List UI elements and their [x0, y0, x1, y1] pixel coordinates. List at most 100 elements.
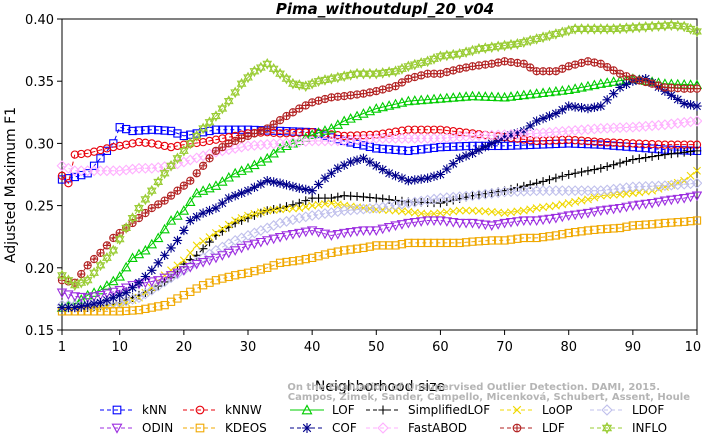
- point-inflo: [300, 80, 311, 92]
- point-inflo: [666, 19, 677, 32]
- point-kdeos: [538, 232, 548, 242]
- point-simplifiedlof: [205, 237, 214, 247]
- point-cof: [506, 130, 516, 140]
- point-simplifiedlof: [570, 168, 580, 178]
- point-odin: [550, 213, 562, 224]
- point-cof: [333, 163, 343, 173]
- point-kdeos: [487, 236, 496, 245]
- point-cof: [454, 153, 465, 164]
- legend-label-simplifiedlof: SimplifiedLOF: [408, 403, 490, 417]
- point-loop: [224, 220, 233, 229]
- point-ldof: [409, 196, 421, 208]
- point-loop: [539, 203, 548, 212]
- point-lof: [82, 289, 93, 300]
- point-cof: [63, 302, 74, 313]
- point-cof: [140, 271, 151, 282]
- point-simplifiedlof: [538, 177, 548, 186]
- y-axis: 0.15 0.20 0.25 0.30 0.35 0.40: [25, 13, 62, 339]
- point-kdeos: [628, 221, 638, 230]
- point-knn: [519, 140, 528, 150]
- point-cof: [358, 153, 369, 164]
- point-knnw: [154, 140, 163, 149]
- point-ldof: [127, 293, 139, 305]
- point-ldof: [415, 195, 427, 207]
- point-lof: [204, 182, 215, 193]
- point-knnw: [359, 131, 368, 140]
- point-knn: [558, 139, 567, 148]
- point-knn: [417, 145, 426, 154]
- series-layer: [56, 19, 702, 316]
- point-inflo: [69, 279, 80, 292]
- point-lof: [415, 94, 427, 105]
- point-knn: [141, 125, 150, 135]
- point-kdeos: [154, 302, 163, 311]
- point-odin: [358, 226, 369, 236]
- series-kdeos: [57, 216, 702, 316]
- point-knn: [147, 125, 156, 134]
- point-kdeos: [282, 257, 291, 267]
- point-lof: [262, 152, 273, 163]
- point-cof: [596, 101, 606, 111]
- point-cof: [82, 300, 93, 310]
- legend-label-lof: LOF: [332, 403, 355, 417]
- point-knnw: [141, 138, 150, 147]
- point-loop: [269, 205, 278, 214]
- point-knn: [352, 139, 362, 149]
- point-simplifiedlof: [525, 180, 535, 190]
- point-loop: [263, 206, 272, 215]
- point-odin: [460, 218, 472, 229]
- point-ldf: [147, 203, 156, 213]
- point-loop: [449, 207, 458, 216]
- point-odin: [467, 218, 478, 229]
- point-odin: [672, 194, 684, 205]
- series-line-loop: [62, 170, 698, 309]
- point-simplifiedlof: [654, 151, 663, 160]
- series-inflo: [57, 19, 702, 292]
- point-knn: [102, 146, 112, 156]
- point-kdeos: [436, 238, 445, 248]
- point-cof: [352, 155, 362, 165]
- point-odin: [185, 263, 196, 273]
- x-axis: 1 10 20 30 40 50 60 70 80 90 100: [58, 330, 702, 355]
- point-simplifiedlof: [679, 148, 689, 157]
- y-axis-label: Adjusted Maximum F1: [3, 107, 19, 263]
- point-lof: [467, 90, 478, 101]
- point-lof: [428, 93, 440, 104]
- point-cof: [76, 301, 86, 312]
- point-knn: [526, 140, 535, 150]
- point-ldof: [402, 197, 414, 209]
- point-odin: [294, 228, 305, 239]
- point-loop: [481, 207, 490, 216]
- point-kdeos: [333, 247, 342, 256]
- point-ldf: [583, 57, 593, 66]
- point-odin: [287, 230, 299, 240]
- point-cof: [673, 94, 683, 105]
- point-odin: [146, 277, 158, 287]
- point-odin: [666, 195, 677, 206]
- y-tick-label: 0.15: [25, 324, 54, 339]
- point-simplifiedlof: [557, 171, 567, 181]
- point-odin: [473, 219, 485, 230]
- point-loop: [250, 209, 259, 218]
- point-loop: [686, 171, 695, 180]
- point-loop: [545, 202, 554, 211]
- point-knn: [115, 123, 124, 132]
- point-simplifiedlof: [545, 175, 554, 185]
- legend-marker-lof: [301, 404, 313, 415]
- point-kdeos: [218, 274, 227, 283]
- point-inflo: [480, 42, 491, 54]
- point-cof: [397, 173, 407, 183]
- point-knnw: [641, 139, 650, 149]
- legend-marker-fastabod: [377, 422, 389, 434]
- point-kdeos: [314, 252, 323, 261]
- point-cof: [224, 193, 234, 203]
- point-cof: [679, 98, 689, 109]
- point-inflo: [608, 23, 619, 35]
- x-tick-label: 100: [685, 340, 702, 355]
- point-simplifiedlof: [577, 167, 586, 177]
- point-ldf: [269, 120, 278, 129]
- point-ldf: [295, 104, 304, 113]
- point-odin: [403, 218, 414, 229]
- point-loop: [397, 207, 406, 216]
- point-cof: [236, 188, 247, 198]
